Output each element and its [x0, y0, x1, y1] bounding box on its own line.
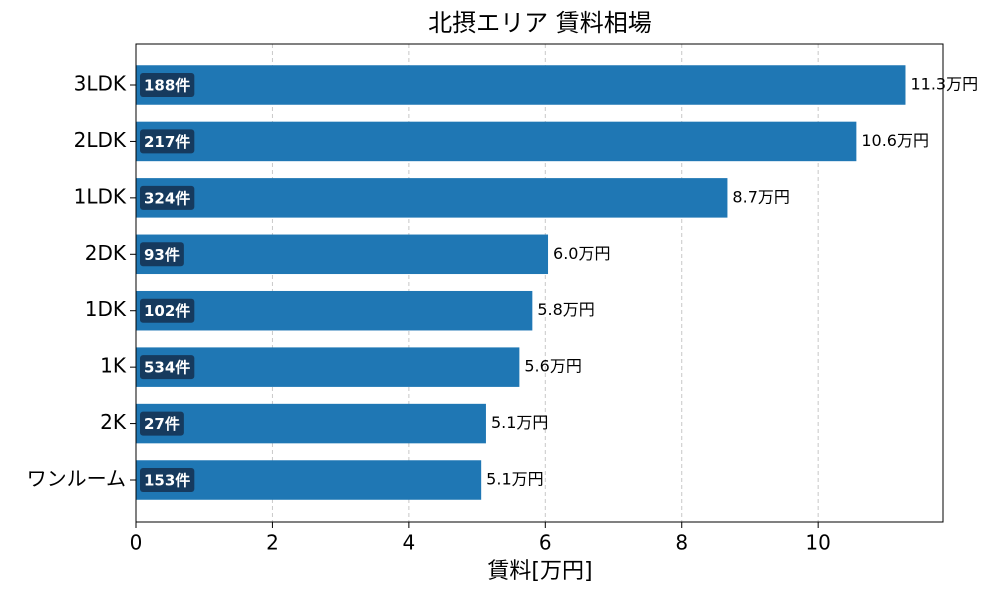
bar — [136, 178, 728, 218]
value-label: 8.7万円 — [732, 187, 789, 206]
bar — [136, 403, 486, 444]
y-tick-label: 2DK — [85, 241, 127, 265]
y-tick-label: 1DK — [85, 297, 127, 321]
count-badge — [140, 411, 184, 436]
plot-frame — [135, 43, 944, 523]
count-badge — [140, 73, 195, 97]
count-label: 324件 — [144, 189, 190, 207]
x-tick-label: 6 — [539, 531, 552, 555]
bar — [136, 121, 857, 162]
count-badge — [140, 355, 195, 380]
y-tick-label: 1LDK — [74, 184, 127, 208]
bar — [136, 65, 906, 105]
count-label: 217件 — [144, 133, 190, 151]
y-tick-label: ワンルーム — [27, 467, 126, 491]
y-tick-label: 3LDK — [74, 72, 127, 96]
count-badge — [140, 468, 195, 493]
count-label: 188件 — [144, 77, 190, 95]
x-tick-label: 10 — [805, 531, 830, 555]
count-label: 534件 — [144, 359, 190, 377]
count-label: 27件 — [144, 415, 180, 433]
x-tick-label: 8 — [675, 531, 688, 555]
count-badge — [140, 185, 195, 210]
count-label: 102件 — [144, 302, 190, 320]
count-label: 153件 — [144, 472, 190, 490]
x-tick-label: 0 — [130, 531, 143, 555]
count-badge — [140, 242, 184, 267]
x-tick-label: 4 — [402, 531, 415, 555]
count-badge — [140, 129, 195, 154]
bar — [136, 234, 549, 275]
bar — [136, 347, 520, 387]
bar — [136, 290, 533, 331]
x-tick-label: 2 — [266, 531, 279, 555]
y-tick-label: 2LDK — [74, 128, 127, 152]
value-label: 5.1万円 — [486, 470, 543, 489]
value-label: 6.0万円 — [553, 244, 610, 263]
chart-title: 北摂エリア 賃料相場 — [428, 9, 652, 37]
value-label: 5.8万円 — [537, 300, 594, 319]
y-tick-label: 2K — [100, 410, 127, 434]
value-label: 11.3万円 — [910, 75, 978, 94]
value-label: 5.1万円 — [491, 413, 548, 432]
value-label: 5.6万円 — [524, 357, 581, 376]
count-badge — [140, 298, 195, 323]
value-label: 10.6万円 — [861, 131, 929, 150]
x-axis-label: 賃料[万円] — [487, 559, 592, 584]
y-tick-label: 1K — [100, 354, 127, 378]
count-label: 93件 — [144, 246, 180, 264]
